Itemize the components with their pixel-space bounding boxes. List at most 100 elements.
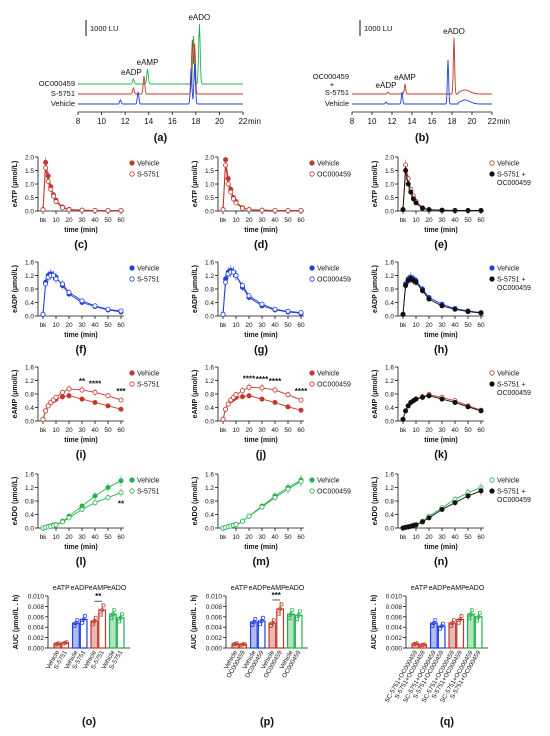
data-point (452, 306, 458, 312)
chart-f: 0.0 0.4 0.8 1.2 1.6 bk 10 20 30 40 50 60 time (min) e… (12, 260, 160, 357)
y-axis-label: eAMP (µmol/L) (192, 370, 199, 419)
legend-label: Vehicle (497, 478, 520, 485)
x-tick-label: bk (220, 427, 228, 434)
data-point (43, 408, 49, 414)
data-point (105, 403, 111, 409)
data-point (285, 486, 291, 492)
data-point (290, 608, 295, 613)
x-tick-label: 20 (468, 117, 477, 126)
data-point (105, 207, 111, 213)
peak-label: eAMP (394, 73, 416, 82)
y-axis-label: eATP (µmol/L) (192, 161, 199, 208)
data-point (43, 165, 49, 171)
chart-e: 0.0 0.5 1.0 1.5 2.0 bk 10 20 30 40 50 60 time (min) e… (372, 155, 531, 252)
y-tick-label: 0.4 (25, 300, 34, 307)
significance-marker: **** (89, 379, 102, 388)
data-point (242, 641, 247, 646)
legend-marker (129, 477, 135, 483)
y-tick-label: 1.0 (205, 182, 214, 189)
y-tick-label: 0.8 (205, 392, 214, 399)
y-tick-label: 0.4 (205, 300, 214, 307)
x-unit-label: min (248, 117, 261, 126)
legend-marker (129, 370, 135, 376)
x-tick-label: 20 (245, 534, 253, 541)
data-point (40, 416, 46, 422)
legend-marker (309, 477, 315, 483)
peak-label: eAMP (137, 58, 159, 67)
legend-marker (129, 488, 135, 494)
data-point (422, 642, 427, 647)
data-point (45, 178, 51, 184)
data-point (246, 293, 252, 299)
data-point (100, 608, 105, 612)
x-tick-label: 50 (284, 322, 292, 329)
legend-marker (309, 265, 315, 271)
x-tick-label: 60 (477, 534, 485, 541)
significance-marker: *** (272, 591, 282, 600)
data-point (426, 296, 432, 302)
data-point (118, 406, 124, 412)
data-point (403, 408, 409, 414)
y-tick-label: 0.006 (28, 614, 45, 621)
data-point (246, 384, 252, 390)
data-point (43, 281, 49, 287)
data-point (459, 614, 464, 618)
data-point (259, 619, 264, 623)
data-point (60, 389, 66, 395)
legend-marker (129, 276, 135, 282)
significance-marker: *** (116, 387, 126, 396)
chart-n: 0.0 0.4 0.8 1.2 1.6 bk 10 20 30 40 50 60 time (min) e… (372, 472, 531, 569)
data-point (246, 393, 252, 399)
data-point (278, 607, 283, 611)
data-point (465, 404, 471, 410)
x-tick-label: 16 (428, 117, 437, 126)
data-point (478, 207, 484, 213)
x-axis-label: time (min) (64, 332, 97, 339)
data-point (413, 522, 419, 528)
peak-label: eADP (376, 81, 397, 90)
x-tick-label: 40 (271, 534, 279, 541)
y-axis-label: eATP (µmol/L) (372, 161, 379, 208)
data-point (259, 207, 265, 213)
data-point (276, 611, 281, 616)
x-tick-label: 20 (65, 322, 73, 329)
x-tick-label: 60 (477, 427, 485, 434)
significance-marker: **** (243, 374, 256, 383)
legend-label: S-5751 (137, 277, 160, 284)
data-point (298, 609, 303, 614)
y-tick-label: 0.008 (206, 604, 223, 611)
x-tick-label: 14 (408, 117, 417, 126)
y-tick-label: 1.5 (205, 168, 214, 175)
legend-label: Vehicle (137, 478, 160, 485)
data-point (79, 506, 85, 512)
x-tick-label: 40 (271, 427, 279, 434)
x-tick-label: 20 (425, 217, 433, 224)
data-point (448, 624, 453, 628)
panel-label: (q) (440, 716, 454, 728)
data-point (233, 522, 239, 528)
data-point (66, 289, 72, 295)
data-point (105, 393, 111, 399)
x-tick-label: 50 (104, 322, 112, 329)
y-tick-label: 0.8 (25, 392, 34, 399)
group-label: eADP (71, 585, 90, 592)
legend-marker (489, 477, 495, 483)
data-point (405, 181, 411, 187)
data-point (270, 621, 275, 625)
group-label: eAMP (447, 585, 466, 592)
data-point (109, 616, 114, 621)
data-point (48, 186, 54, 192)
data-point (288, 612, 293, 617)
x-tick-label: 40 (271, 322, 279, 329)
legend-marker (489, 171, 495, 177)
x-tick-label: 30 (78, 534, 86, 541)
x-axis-label: time (min) (244, 437, 277, 444)
chart-m: 0.0 0.4 0.8 1.2 1.6 bk 10 20 30 40 50 60 time (min) e… (192, 472, 351, 569)
data-point (268, 624, 273, 628)
y-axis-label: AUC (µmol/L . h) (371, 595, 378, 649)
data-point (233, 272, 239, 278)
legend-marker (309, 160, 315, 166)
scale-bar-label: 1000 LU (364, 24, 392, 33)
y-tick-label: 0.8 (25, 499, 34, 506)
x-tick-label: 30 (258, 427, 266, 434)
